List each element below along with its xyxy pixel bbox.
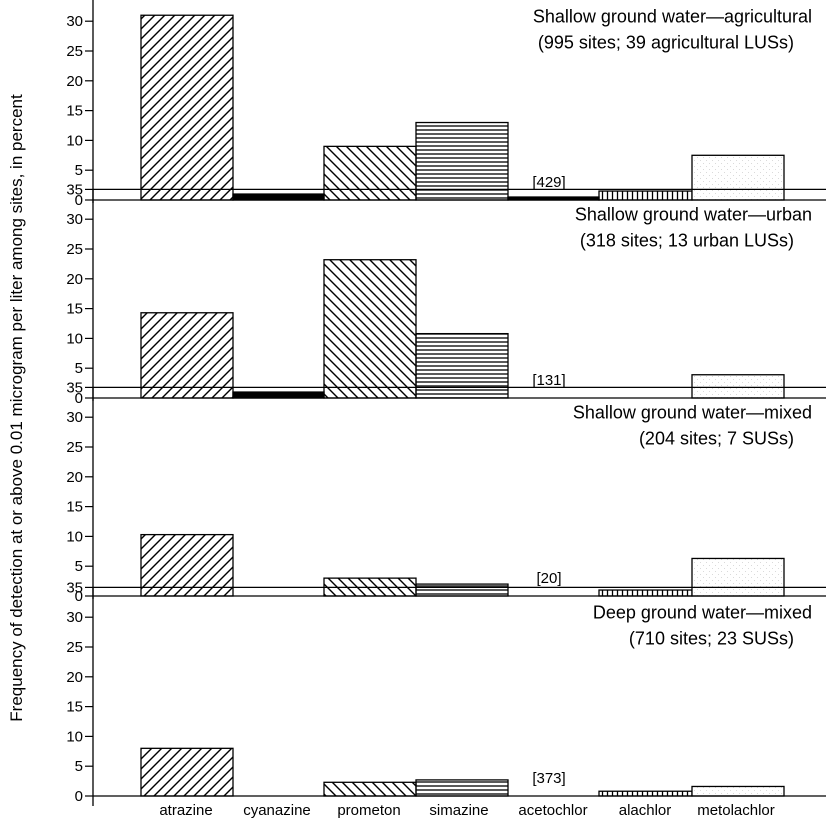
y-tick-label: 15 [66, 499, 83, 516]
bar-simazine [415, 121, 509, 201]
bar-simazine [415, 332, 509, 399]
panel-title-line-2: (204 sites; 7 SUSs) [639, 428, 794, 448]
panel-1: 0 5 10 15 20 25 30 35 [429] Shallow ground water—… [66, 0, 826, 209]
x-tick-label: prometon [337, 802, 400, 819]
acetochlor-sites-note: [429] [532, 174, 565, 191]
panel-title-line-1: Shallow ground water—agricultural [533, 6, 812, 26]
y-tick-label: 20 [66, 469, 83, 486]
bar-alachlor [598, 190, 693, 201]
y-tick-label: 10 [66, 132, 83, 149]
chart-panels: 0 5 10 15 20 25 30 35 [429] Shallow ground water—… [66, 0, 826, 819]
y-tick-label: 5 [75, 162, 83, 179]
y-tick-label: 30 [66, 609, 83, 626]
x-tick-label: simazine [429, 802, 488, 819]
bar-cyanazine [232, 193, 325, 201]
y-tick-label: 35 [66, 379, 83, 396]
panel-4: 0 5 10 15 20 25 30 35 [373] Deep ground water—mix… [66, 579, 826, 806]
y-tick-label: 20 [66, 669, 83, 686]
y-tick-label: 5 [75, 360, 83, 377]
y-tick-label: 10 [66, 528, 83, 545]
bar-simazine [415, 583, 509, 597]
y-tick-label: 20 [66, 73, 83, 90]
y-tick-label: 30 [66, 211, 83, 228]
y-tick-label: 35 [66, 181, 83, 198]
y-tick-label: 20 [66, 271, 83, 288]
acetochlor-sites-note: [131] [532, 372, 565, 389]
bar-atrazine [140, 533, 234, 597]
y-tick-label: 30 [66, 409, 83, 426]
panel-title-line-1: Deep ground water—mixed [593, 602, 812, 622]
bar-cyanazine [232, 391, 325, 399]
panel-title-line-1: Shallow ground water—urban [575, 204, 812, 224]
y-tick-label: 0 [75, 192, 83, 209]
acetochlor-sites-note: [20] [536, 570, 561, 587]
panel-title-line-2: (318 sites; 13 urban LUSs) [580, 230, 794, 250]
bar-prometon [323, 145, 417, 201]
y-axis-label: Frequency of detection at or above 0.01 … [7, 94, 26, 722]
panel-3: 0 5 10 15 20 25 30 35 [20] Shallow ground water—m… [66, 379, 826, 605]
y-tick-label: 5 [75, 758, 83, 775]
bar-atrazine [140, 747, 234, 797]
panel-title-line-2: (995 sites; 39 agricultural LUSs) [538, 32, 794, 52]
y-tick-label: 5 [75, 558, 83, 575]
y-tick-label: 10 [66, 728, 83, 745]
y-tick-label: 25 [66, 639, 83, 656]
acetochlor-sites-note: [373] [532, 770, 565, 787]
x-category-labels: atrazine cyanazine prometon simazine acetoch… [159, 802, 774, 819]
panel-2: 0 5 10 15 20 25 30 35 [131] Shallow ground water—… [66, 181, 826, 407]
bar-atrazine [140, 14, 234, 201]
x-tick-label: atrazine [159, 802, 212, 819]
y-tick-label: 25 [66, 43, 83, 60]
x-tick-label: cyanazine [243, 802, 311, 819]
y-tick-label: 10 [66, 330, 83, 347]
x-tick-label: acetochlor [518, 802, 587, 819]
bar-metolachlor [691, 785, 785, 797]
bar-prometon [323, 781, 417, 797]
bar-alachlor [598, 790, 693, 797]
panel-title-line-1: Shallow ground water—mixed [573, 402, 812, 422]
y-tick-label: 30 [66, 13, 83, 30]
y-tick-label: 0 [75, 390, 83, 407]
y-tick-label: 0 [75, 588, 83, 605]
y-tick-label: 15 [66, 301, 83, 318]
x-tick-label: alachlor [619, 802, 672, 819]
bar-simazine [415, 779, 509, 797]
bar-alachlor [598, 589, 693, 597]
y-tick-label: 25 [66, 439, 83, 456]
bar-metolachlor [691, 154, 785, 201]
y-tick-label: 25 [66, 241, 83, 258]
bar-prometon [323, 259, 417, 399]
y-tick-label: 15 [66, 103, 83, 120]
panel-title-line-2: (710 sites; 23 SUSs) [629, 628, 794, 648]
bar-metolachlor [691, 557, 785, 597]
bar-metolachlor [691, 374, 785, 399]
y-tick-label: 35 [66, 579, 83, 596]
y-tick-label: 15 [66, 699, 83, 716]
x-tick-label: metolachlor [697, 802, 775, 819]
bar-atrazine [140, 312, 234, 399]
y-tick-label: 0 [75, 788, 83, 805]
